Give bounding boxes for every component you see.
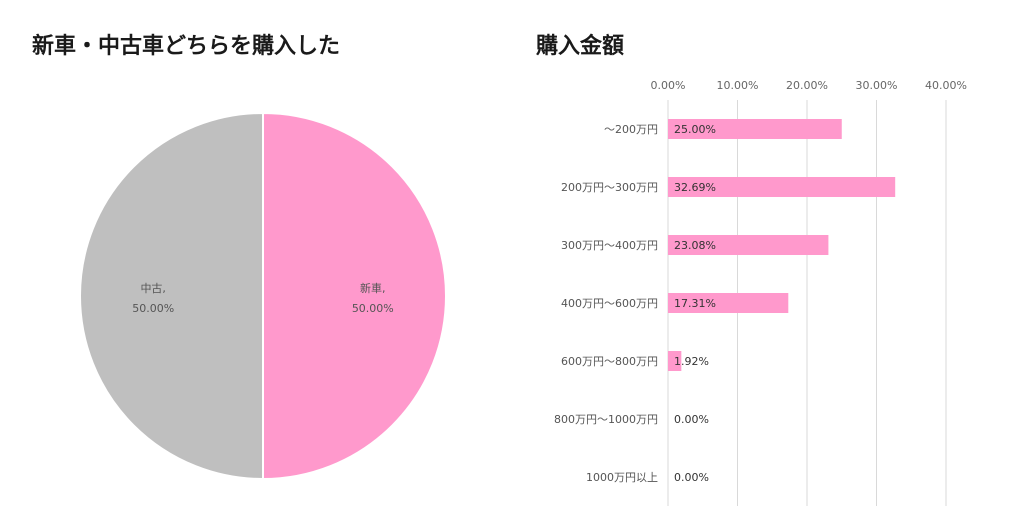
pie-value-label-2: 50.00% [132, 302, 174, 315]
pie-value-label-1: 50.00% [352, 302, 394, 315]
category-label-4: 400万円～600万円 [561, 297, 658, 310]
bar-value-label-1: 25.00% [674, 123, 716, 136]
category-label-1: ～200万円 [604, 123, 658, 136]
category-label-2: 200万円～300万円 [561, 181, 658, 194]
bar-5 [668, 351, 682, 371]
pie-chart-title: 新車・中古車どちらを購入した [32, 34, 341, 59]
bar-value-label-5: 1.92% [674, 355, 709, 368]
bar-4 [668, 293, 789, 313]
x-tick-label-3: 20.00% [786, 79, 828, 92]
category-label-6: 800万円～1000万円 [554, 413, 658, 426]
bar-value-label-7: 0.00% [674, 471, 709, 484]
x-tick-label-2: 10.00% [717, 79, 759, 92]
pie-label-2: 中古, [140, 282, 166, 295]
bar-value-label-3: 23.08% [674, 239, 716, 252]
category-label-7: 1000万円以上 [586, 471, 658, 484]
x-tick-label-5: 40.00% [925, 79, 967, 92]
bar-chart-title: 購入金額 [536, 34, 625, 59]
x-tick-label-4: 30.00% [856, 79, 898, 92]
x-tick-label-1: 0.00% [651, 79, 686, 92]
bar-value-label-4: 17.31% [674, 297, 716, 310]
bar-value-label-6: 0.00% [674, 413, 709, 426]
pie-slice-2 [79, 111, 264, 481]
pie-label-1: 新車, [360, 281, 386, 295]
category-label-5: 600万円～800万円 [561, 355, 658, 368]
bar-2 [668, 177, 896, 197]
bar-value-label-2: 32.69% [674, 181, 716, 194]
bar-3 [668, 235, 829, 255]
pie-slice-1 [262, 111, 447, 481]
bar-1 [668, 119, 842, 139]
category-label-3: 300万円～400万円 [561, 239, 658, 252]
